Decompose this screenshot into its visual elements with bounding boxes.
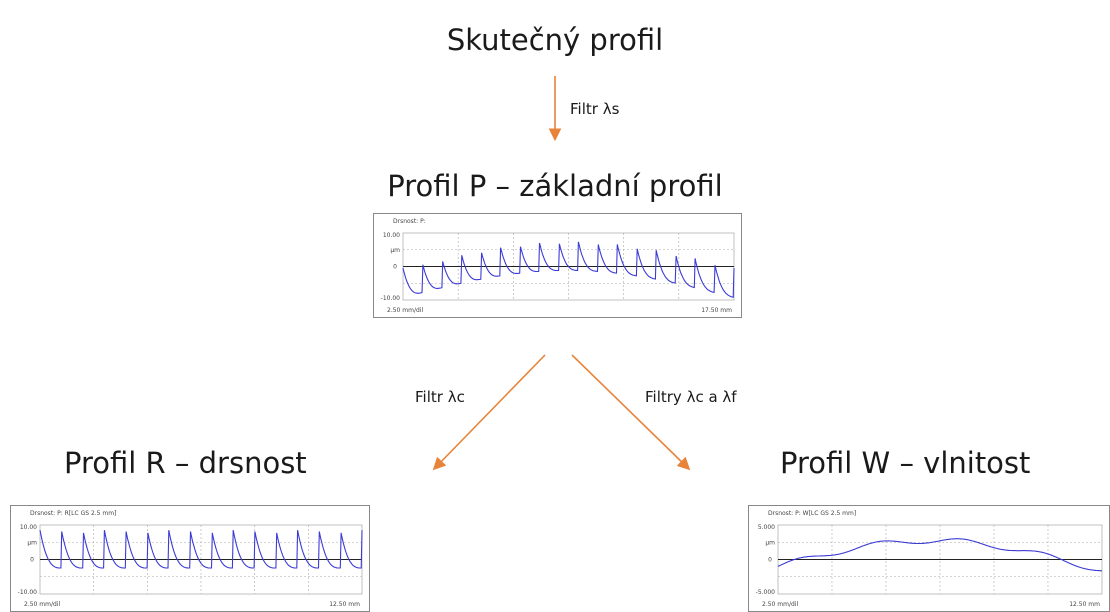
arrow	[432, 354, 546, 471]
node-label: Profil W – vlnitost	[780, 446, 1030, 480]
x-end: 12.50 mm	[329, 601, 360, 608]
chart-frame	[373, 213, 742, 318]
profile-chart: Drsnost: P: W[LC GS 2.5 mm] 5.000 µm 0 -5.00…	[748, 505, 1110, 612]
x-end: 17.50 mm	[701, 307, 732, 314]
y-min: -10.00	[18, 589, 38, 596]
profile-curve	[777, 538, 1102, 572]
y-zero: 0	[393, 264, 397, 271]
profile-chart: Drsnost: P: R[LC GS 2.5 mm] 10.00 µm 0 -10.0…	[10, 505, 370, 612]
node-label: Skutečný profil	[447, 23, 663, 57]
chart-title: Drsnost: P: R[LC GS 2.5 mm]	[30, 510, 116, 517]
profile-curve	[402, 241, 735, 299]
profile-chart: Drsnost: P: 10.00 µm 0 -10.00 2.50 mm/dil 17.5…	[373, 213, 742, 318]
x-start: 2.50 mm/dil	[387, 307, 423, 314]
node-label: Profil R – drsnost	[64, 446, 307, 480]
y-max: 10.00	[20, 524, 37, 531]
y-min: -5.000	[756, 589, 776, 596]
arrow	[571, 354, 691, 471]
edge-label: Filtr λc	[415, 388, 465, 406]
profile-curve	[39, 529, 363, 569]
edge-label: Filtr λs	[570, 100, 620, 118]
y-zero: 0	[768, 557, 772, 564]
y-unit: µm	[27, 539, 37, 546]
y-zero: 0	[30, 557, 34, 564]
node-label: Profil P – základní profil	[387, 169, 722, 203]
y-max: 5.000	[758, 524, 775, 531]
y-unit: µm	[390, 247, 400, 254]
chart-title: Drsnost: P: W[LC GS 2.5 mm]	[768, 510, 856, 517]
x-start: 2.50 mm/dil	[762, 601, 798, 608]
chart-title: Drsnost: P:	[393, 218, 426, 225]
y-max: 10.00	[383, 232, 400, 239]
x-start: 2.50 mm/dil	[24, 601, 60, 608]
y-min: -10.00	[381, 295, 401, 302]
y-unit: µm	[765, 539, 775, 546]
edge-label: Filtry λc a λf	[645, 388, 737, 406]
charts: Drsnost: P: 10.00 µm 0 -10.00 2.50 mm/dil 17.5…	[10, 213, 1110, 612]
chart-frame	[748, 505, 1110, 612]
x-end: 12.50 mm	[1069, 601, 1100, 608]
